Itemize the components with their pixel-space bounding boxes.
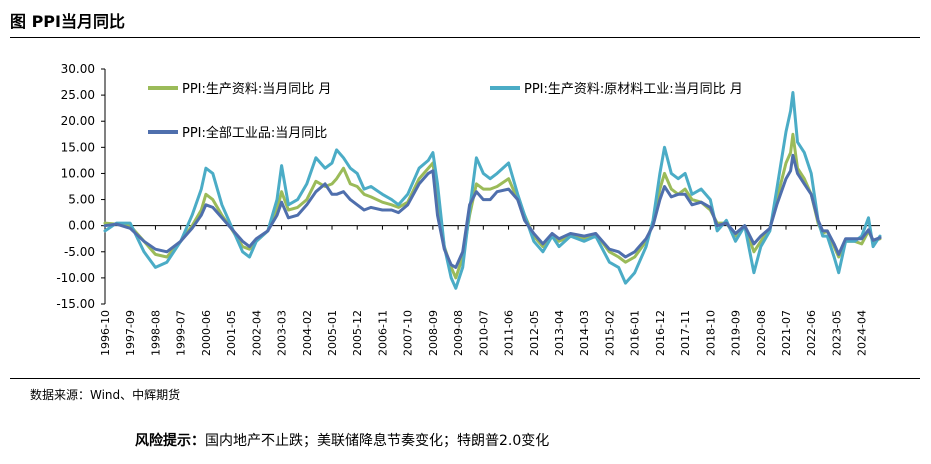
series-line-2: [103, 91, 882, 290]
bottom-rule: [10, 378, 920, 379]
x-tick-label: 2016-01: [629, 310, 642, 356]
x-tick-label: 2012-05: [528, 310, 541, 356]
y-tick-label: -15.00: [56, 297, 95, 311]
x-tick-label: 2000-06: [200, 310, 213, 356]
y-tick-label: 0.00: [68, 219, 95, 233]
y-tick-label: 25.00: [61, 88, 95, 102]
x-tick-label: 2002-04: [250, 310, 263, 356]
x-tick-label: 2023-05: [830, 310, 843, 356]
x-tick-label: 2006-11: [376, 310, 389, 356]
x-tick-label: 2004-02: [301, 310, 314, 356]
ppi-line-chart: 30.00 25.00 20.00 15.00 10.00 5.00 0.00 -5.00 -1…: [56, 62, 882, 356]
y-tick-label: 10.00: [61, 166, 95, 180]
legend-label-1: PPI:生产资料:当月同比 月: [182, 82, 331, 97]
x-tick-label: 2018-10: [704, 310, 717, 356]
x-tick-label: 2009-08: [452, 310, 465, 356]
y-tick-label: -5.00: [64, 245, 95, 259]
x-tick-label: 2001-05: [225, 310, 238, 356]
x-tick-label: 1998-08: [149, 310, 162, 356]
y-axis: 30.00 25.00 20.00 15.00 10.00 5.00 0.00 -5.00 -1…: [56, 62, 106, 311]
x-tick-label: 2013-04: [553, 310, 566, 356]
x-tick-label: 2008-09: [427, 310, 440, 356]
x-tick-label: 2020-08: [755, 310, 768, 356]
legend-label-2: PPI:生产资料:原材料工业:当月同比 月: [524, 82, 743, 97]
x-tick-label: 2007-10: [402, 310, 415, 356]
x-axis: 1996-10 1997-09 1998-08 1999-07 2000-06 2001-…: [99, 225, 880, 356]
x-tick-label: 1997-09: [124, 310, 137, 356]
risk-label: 风险提示：: [135, 433, 205, 449]
y-tick-label: -10.00: [56, 271, 95, 285]
x-tick-label: 2016-12: [654, 310, 667, 356]
risk-warning: 风险提示：国内地产不止跌；美联储降息节奏变化；特朗普2.0变化: [135, 430, 549, 450]
x-tick-label: 1999-07: [175, 310, 188, 356]
y-tick-label: 30.00: [61, 62, 95, 76]
x-tick-label: 2017-11: [679, 310, 692, 356]
y-tick-label: 20.00: [61, 114, 95, 128]
legend: PPI:生产资料:当月同比 月 PPI:生产资料:原材料工业:当月同比 月 PPI:…: [148, 82, 743, 141]
series-lines: [103, 91, 882, 290]
series-line-3: [103, 153, 882, 269]
x-tick-label: 2011-06: [503, 310, 516, 356]
x-tick-label: 2014-03: [578, 310, 591, 356]
risk-text: 国内地产不止跌；美联储降息节奏变化；特朗普2.0变化: [205, 433, 550, 449]
figure-title: 图 PPI当月同比: [10, 12, 125, 31]
x-tick-label: 2010-07: [477, 310, 490, 356]
x-tick-label: 2003-03: [276, 310, 289, 356]
x-tick-label: 2022-06: [805, 310, 818, 356]
x-tick-label: 2005-01: [326, 310, 339, 356]
x-tick-label: 2021-07: [780, 310, 793, 356]
legend-label-3: PPI:全部工业品:当月同比: [182, 125, 327, 141]
y-tick-label: 5.00: [68, 193, 95, 207]
top-rule: [10, 37, 920, 38]
source-note: 数据来源：Wind、中辉期货: [30, 388, 181, 402]
y-tick-label: 15.00: [61, 140, 95, 154]
x-tick-label: 2024-04: [856, 310, 869, 356]
x-tick-label: 2005-12: [351, 310, 364, 356]
x-tick-label: 1996-10: [99, 310, 112, 356]
x-tick-label: 2015-02: [603, 310, 616, 356]
x-tick-label: 2019-09: [730, 310, 743, 356]
